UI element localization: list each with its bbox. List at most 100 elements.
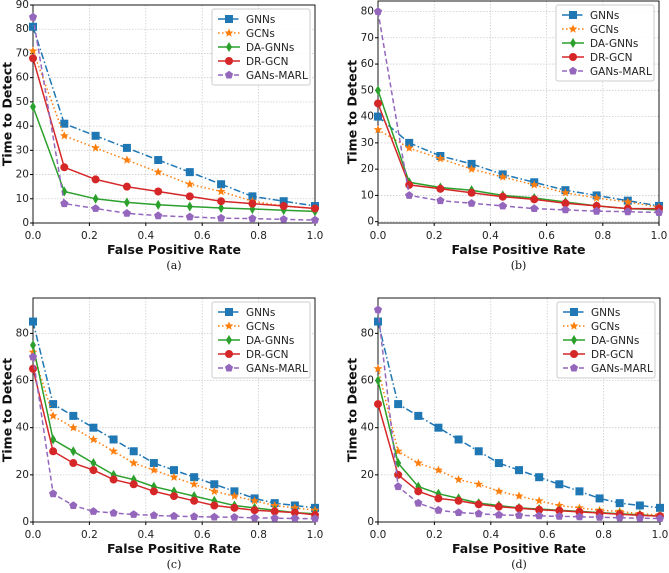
data-point	[373, 305, 383, 314]
data-point	[69, 459, 78, 468]
data-point	[250, 506, 259, 515]
data-point	[535, 511, 544, 520]
data-point	[185, 179, 195, 188]
series-line	[377, 103, 659, 210]
plot-frame	[377, 297, 661, 523]
data-point	[394, 482, 403, 491]
series-line	[32, 106, 316, 213]
data-point	[169, 511, 179, 520]
data-point	[290, 508, 299, 517]
data-point	[218, 202, 225, 213]
x-tick-label: 0.8	[250, 230, 267, 242]
data-point	[28, 12, 38, 21]
x-tick-label: 0.4	[482, 529, 499, 541]
data-point	[467, 164, 476, 173]
legend-box	[211, 301, 311, 379]
data-point	[49, 447, 58, 456]
data-point	[498, 172, 508, 181]
data-point	[414, 498, 423, 507]
data-point	[373, 364, 383, 373]
series-gans-marl	[373, 305, 665, 522]
y-tick-label: 10	[361, 189, 374, 201]
series-dr-gcn	[29, 364, 319, 519]
x-tick-label: 0.0	[25, 230, 42, 242]
legend-label: DR-GCN	[590, 52, 632, 64]
legend-label: GANs-MARL	[591, 363, 653, 375]
legend-label: GCNs	[246, 28, 275, 40]
data-point	[494, 459, 503, 468]
data-point	[373, 7, 383, 15]
legend-label: DA-GNNs	[246, 335, 294, 347]
data-point	[467, 199, 476, 207]
data-point	[30, 101, 36, 112]
data-point	[230, 491, 239, 500]
legend-marker	[224, 28, 234, 37]
y-tick-label: 60	[361, 58, 374, 70]
legend-box	[211, 8, 311, 86]
data-point	[279, 197, 288, 206]
x-tick-label: 1.0	[652, 529, 669, 541]
y-tick-label: 80	[16, 23, 29, 35]
legend-label: DR-GCN	[246, 349, 288, 361]
data-point	[248, 214, 257, 223]
data-point	[530, 204, 539, 212]
y-axis-label: Time to Detect	[0, 62, 15, 166]
data-point	[170, 492, 178, 501]
data-point	[129, 458, 139, 467]
y-tick-label: 70	[361, 32, 374, 44]
data-point	[185, 192, 194, 201]
y-tick-label: 0	[367, 216, 374, 228]
data-point	[109, 446, 118, 455]
data-point	[413, 458, 423, 467]
data-point	[498, 201, 507, 210]
data-point	[89, 423, 98, 432]
data-point	[60, 163, 69, 172]
legend: GNNs GCNs DA-GNNs DR-GCN GANs-MARL	[556, 301, 656, 379]
data-point	[30, 340, 36, 351]
legend-marker	[569, 363, 579, 372]
legend-marker	[569, 321, 579, 330]
data-point	[250, 513, 259, 522]
legend-label: GNNs	[246, 307, 275, 319]
y-tick-label: 40	[16, 120, 29, 132]
y-tick-label: 0	[22, 516, 29, 528]
data-point	[230, 503, 239, 512]
data-point	[494, 502, 503, 511]
data-point	[217, 197, 226, 206]
legend-label: GANs-MARL	[246, 70, 308, 82]
legend-marker	[225, 57, 233, 65]
data-point	[69, 501, 78, 509]
x-tick-label: 0.4	[137, 230, 154, 242]
data-point	[595, 494, 604, 503]
data-point	[91, 204, 100, 212]
legend-marker	[570, 38, 576, 48]
data-point	[474, 509, 483, 518]
data-point	[498, 192, 507, 201]
chart-panel-c: 0.0 0.2 0.4 0.6 0.8 1.0 0 20 40 60 80 GNNs GCNs DA-GN…	[0, 297, 323, 571]
data-point	[654, 208, 664, 216]
data-point	[270, 500, 280, 510]
legend-label: GANs-MARL	[246, 363, 308, 375]
data-point	[535, 505, 544, 514]
legend: GNNs GCNs DA-GNNs DR-GCN GANs-MARL	[555, 4, 655, 82]
data-point	[109, 508, 118, 517]
data-point	[592, 206, 601, 215]
y-tick-label: 0	[22, 217, 29, 229]
legend-marker	[569, 11, 577, 19]
x-tick-label: 0.0	[370, 230, 387, 242]
series-gcns	[28, 347, 320, 514]
legend-label: GCNs	[590, 24, 619, 36]
data-point	[149, 511, 158, 519]
plot-frame	[377, 0, 660, 224]
data-point	[615, 513, 624, 522]
data-point	[310, 514, 320, 523]
data-point	[149, 465, 159, 474]
data-point	[623, 197, 633, 206]
data-point	[529, 180, 539, 189]
data-point	[28, 46, 38, 55]
data-point	[92, 193, 99, 204]
data-point	[50, 434, 57, 445]
data-point	[149, 459, 158, 468]
